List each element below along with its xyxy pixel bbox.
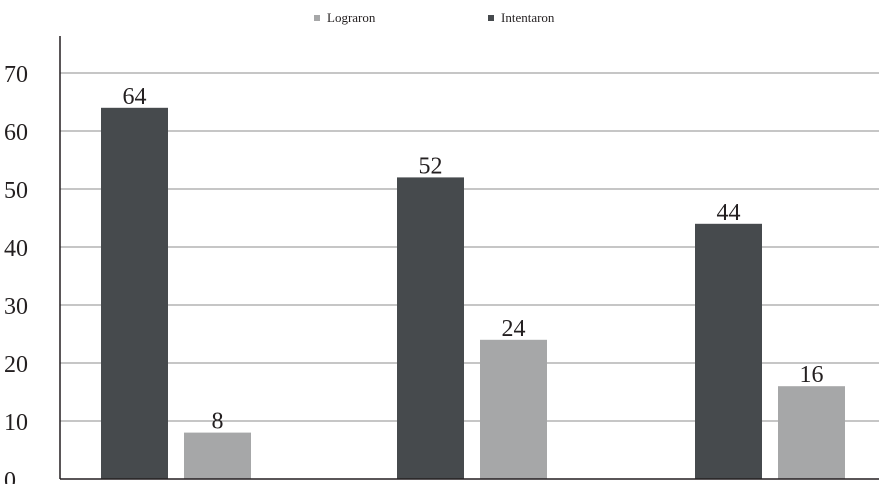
- y-tick-label: 50: [4, 178, 28, 204]
- legend-swatch-intentaron: [488, 15, 494, 21]
- bar: [397, 177, 464, 479]
- y-tick-label: 70: [4, 62, 28, 88]
- y-tick-label: 60: [4, 120, 28, 146]
- bar-value-label: 16: [800, 362, 824, 388]
- bar: [184, 432, 251, 479]
- bar: [695, 223, 762, 479]
- legend-swatch-lograron: [314, 15, 320, 21]
- y-tick-label: 10: [4, 410, 28, 436]
- data-labels: 64 52 44 8 24 16: [123, 84, 824, 435]
- bars: [101, 107, 845, 480]
- y-tick-label: 20: [4, 352, 28, 378]
- legend-label-lograron: Lograron: [327, 10, 376, 25]
- y-axis-tick-labels: 0 10 20 30 40 50 60 70: [4, 62, 28, 484]
- bar: [101, 107, 168, 480]
- legend-label-intentaron: Intentaron: [501, 10, 555, 25]
- bar-value-label: 24: [502, 316, 526, 342]
- bar: [480, 339, 547, 479]
- gridlines: [60, 72, 879, 422]
- bar-value-label: 64: [123, 84, 147, 110]
- legend: Lograron Intentaron: [314, 10, 555, 25]
- bar-value-label: 52: [419, 153, 443, 179]
- y-tick-label: 0: [4, 468, 16, 484]
- bar: [778, 386, 845, 479]
- bar-value-label: 44: [717, 200, 741, 226]
- bar-value-label: 8: [212, 409, 224, 435]
- y-tick-label: 30: [4, 294, 28, 320]
- y-tick-label: 40: [4, 236, 28, 262]
